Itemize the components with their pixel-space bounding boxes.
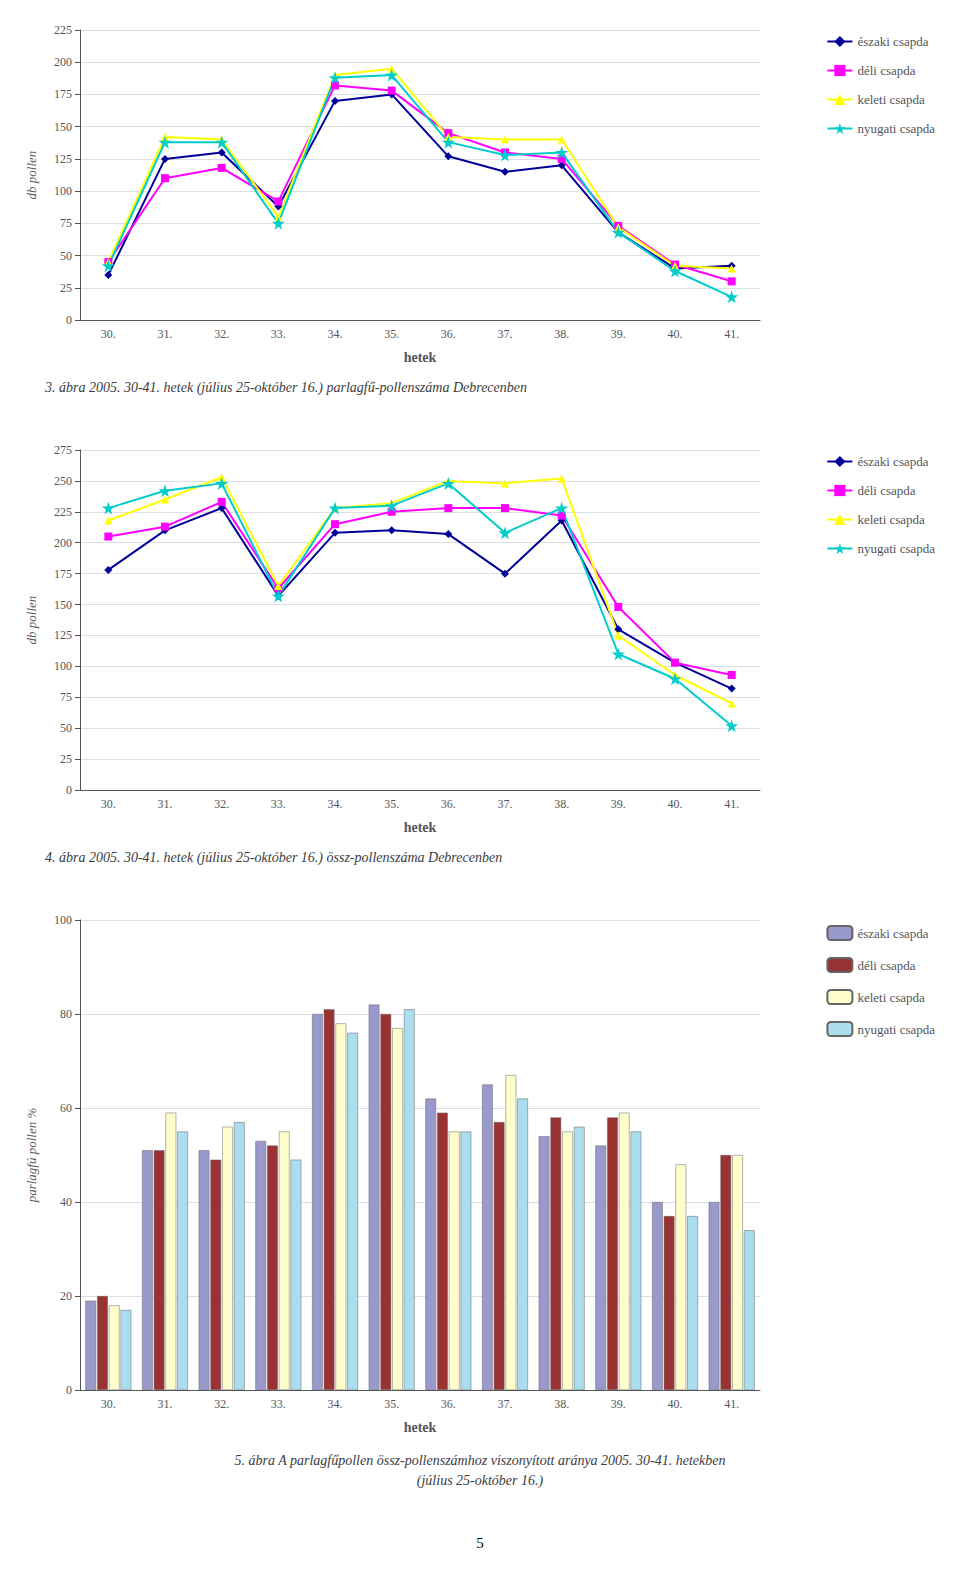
svg-text:25: 25 xyxy=(60,752,72,766)
svg-text:32.: 32. xyxy=(214,1397,229,1411)
svg-text:30.: 30. xyxy=(101,327,116,341)
svg-text:32.: 32. xyxy=(214,327,229,341)
svg-text:db pollen: db pollen xyxy=(24,596,39,645)
svg-text:40.: 40. xyxy=(668,327,683,341)
svg-text:33.: 33. xyxy=(271,1397,286,1411)
svg-text:keleti csapda: keleti csapda xyxy=(857,92,925,107)
svg-text:36.: 36. xyxy=(441,327,456,341)
svg-text:3. ábra 2005. 30-41. hetek (jú: 3. ábra 2005. 30-41. hetek (július 25-ok… xyxy=(44,380,527,396)
svg-text:50: 50 xyxy=(60,249,72,263)
svg-text:125: 125 xyxy=(54,628,72,642)
svg-text:175: 175 xyxy=(54,87,72,101)
svg-text:nyugati csapda: nyugati csapda xyxy=(857,121,935,136)
svg-text:39.: 39. xyxy=(611,1397,626,1411)
svg-text:parlagfú pollen %: parlagfú pollen % xyxy=(24,1108,39,1204)
svg-text:41.: 41. xyxy=(724,327,739,341)
svg-text:34.: 34. xyxy=(328,797,343,811)
svg-text:nyugati csapda: nyugati csapda xyxy=(857,541,935,556)
svg-text:35.: 35. xyxy=(384,1397,399,1411)
svg-text:35.: 35. xyxy=(384,797,399,811)
svg-text:(július 25-október 16.): (július 25-október 16.) xyxy=(417,1473,544,1489)
svg-text:34.: 34. xyxy=(328,327,343,341)
svg-text:31.: 31. xyxy=(158,797,173,811)
svg-text:33.: 33. xyxy=(271,797,286,811)
svg-text:39.: 39. xyxy=(611,327,626,341)
svg-text:275: 275 xyxy=(54,443,72,457)
svg-text:33.: 33. xyxy=(271,327,286,341)
svg-text:80: 80 xyxy=(60,1007,72,1021)
svg-text:5. ábra A parlagfűpollen össz-: 5. ábra A parlagfűpollen össz-pollenszám… xyxy=(234,1453,725,1468)
svg-text:41.: 41. xyxy=(724,1397,739,1411)
svg-text:0: 0 xyxy=(66,783,72,797)
svg-text:36.: 36. xyxy=(441,1397,456,1411)
svg-text:hetek: hetek xyxy=(404,350,437,365)
svg-text:100: 100 xyxy=(54,184,72,198)
svg-text:31.: 31. xyxy=(158,327,173,341)
svg-text:25: 25 xyxy=(60,281,72,295)
svg-text:75: 75 xyxy=(60,216,72,230)
svg-text:50: 50 xyxy=(60,721,72,735)
svg-text:déli csapda: déli csapda xyxy=(857,958,915,973)
svg-text:déli csapda: déli csapda xyxy=(857,483,915,498)
svg-text:41.: 41. xyxy=(724,797,739,811)
svg-text:40: 40 xyxy=(60,1195,72,1209)
svg-text:5: 5 xyxy=(476,1535,484,1551)
svg-text:db pollen: db pollen xyxy=(24,151,39,200)
svg-text:keleti csapda: keleti csapda xyxy=(857,990,925,1005)
svg-text:100: 100 xyxy=(54,913,72,927)
svg-text:0: 0 xyxy=(66,313,72,327)
svg-text:30.: 30. xyxy=(101,797,116,811)
svg-text:34.: 34. xyxy=(328,1397,343,1411)
svg-text:75: 75 xyxy=(60,690,72,704)
svg-text:keleti csapda: keleti csapda xyxy=(857,512,925,527)
svg-text:31.: 31. xyxy=(158,1397,173,1411)
svg-text:32.: 32. xyxy=(214,797,229,811)
svg-text:40.: 40. xyxy=(668,1397,683,1411)
svg-text:hetek: hetek xyxy=(404,820,437,835)
svg-text:20: 20 xyxy=(60,1289,72,1303)
svg-text:északi csapda: északi csapda xyxy=(857,926,928,941)
svg-text:175: 175 xyxy=(54,567,72,581)
svg-text:nyugati csapda: nyugati csapda xyxy=(857,1022,935,1037)
svg-text:északi csapda: északi csapda xyxy=(857,34,928,49)
svg-text:150: 150 xyxy=(54,598,72,612)
svg-text:37.: 37. xyxy=(498,327,513,341)
svg-text:200: 200 xyxy=(54,536,72,550)
svg-text:37.: 37. xyxy=(498,797,513,811)
svg-text:150: 150 xyxy=(54,120,72,134)
svg-text:250: 250 xyxy=(54,474,72,488)
svg-text:39.: 39. xyxy=(611,797,626,811)
svg-text:100: 100 xyxy=(54,659,72,673)
svg-text:200: 200 xyxy=(54,55,72,69)
svg-text:északi csapda: északi csapda xyxy=(857,454,928,469)
svg-text:125: 125 xyxy=(54,152,72,166)
svg-text:60: 60 xyxy=(60,1101,72,1115)
svg-text:37.: 37. xyxy=(498,1397,513,1411)
svg-text:40.: 40. xyxy=(668,797,683,811)
svg-text:36.: 36. xyxy=(441,797,456,811)
svg-text:30.: 30. xyxy=(101,1397,116,1411)
svg-text:38.: 38. xyxy=(554,327,569,341)
svg-text:38.: 38. xyxy=(554,797,569,811)
svg-text:38.: 38. xyxy=(554,1397,569,1411)
svg-text:déli csapda: déli csapda xyxy=(857,63,915,78)
svg-text:35.: 35. xyxy=(384,327,399,341)
svg-text:225: 225 xyxy=(54,505,72,519)
svg-text:225: 225 xyxy=(54,23,72,37)
svg-text:4. ábra 2005. 30-41. hetek (jú: 4. ábra 2005. 30-41. hetek (július 25-ok… xyxy=(45,850,502,866)
svg-text:hetek: hetek xyxy=(404,1420,437,1435)
svg-text:0: 0 xyxy=(66,1383,72,1397)
